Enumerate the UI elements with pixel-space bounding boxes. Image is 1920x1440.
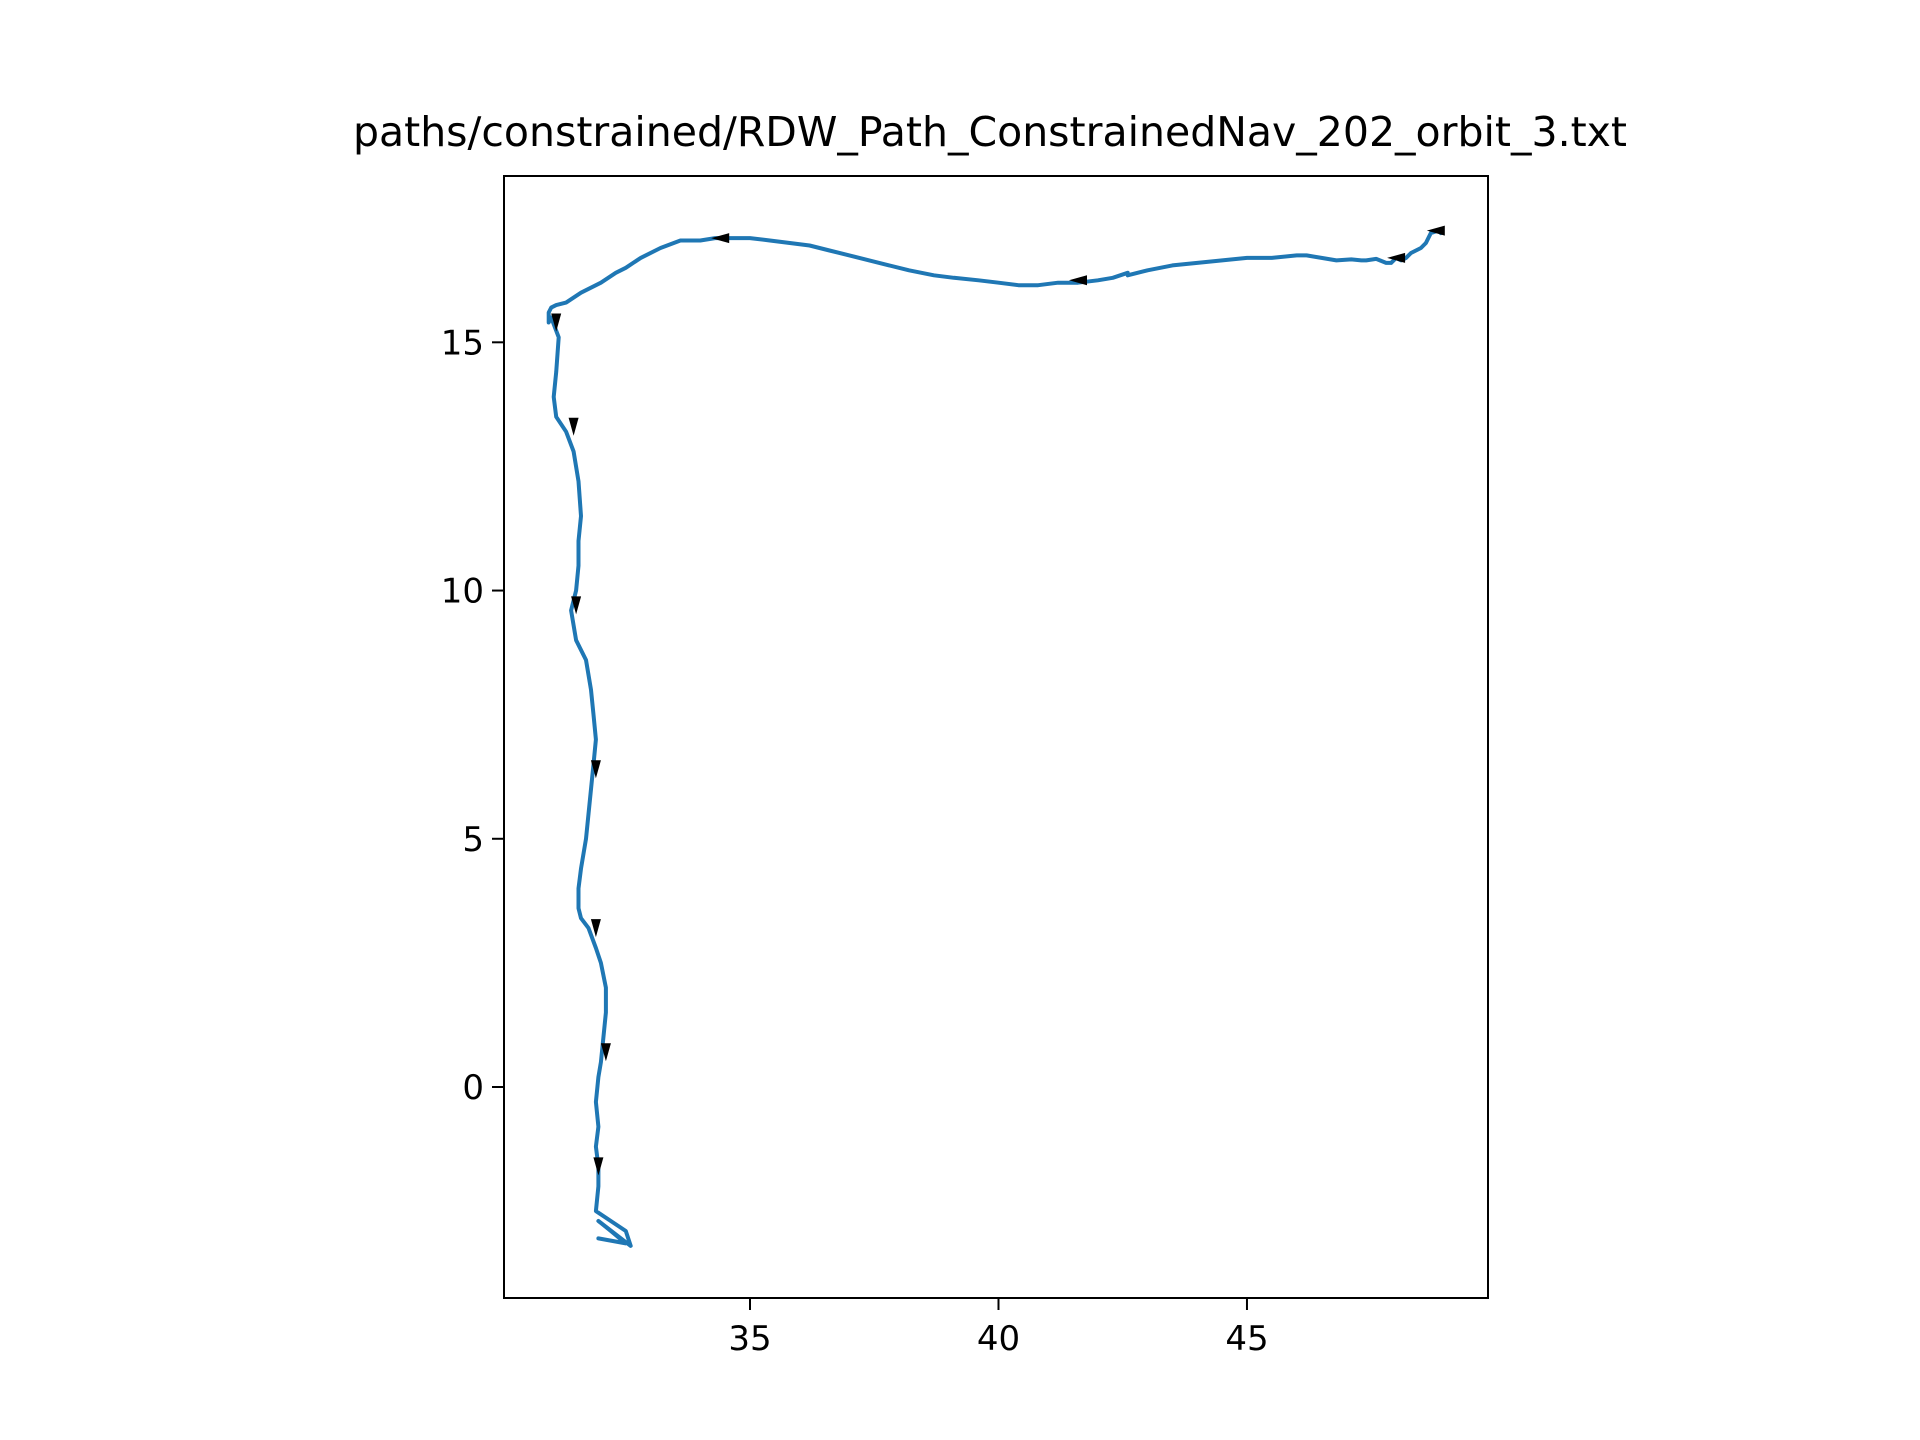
direction-arrow-7 (590, 760, 601, 779)
direction-arrow-0 (1426, 225, 1445, 236)
direction-arrow-4 (551, 313, 562, 332)
direction-arrow-3 (711, 233, 730, 244)
direction-arrow-2 (1069, 275, 1087, 286)
y-tick-label-0: 0 (462, 1068, 484, 1108)
direction-arrow-1 (1387, 252, 1406, 263)
axes-frame (503, 175, 1489, 1299)
chart-title: paths/constrained/RDW_Path_ConstrainedNa… (353, 108, 1627, 156)
axis-ticks: 35 40 45 0 5 10 15 (441, 323, 1269, 1359)
y-tick-label-1: 5 (462, 820, 484, 860)
direction-arrow-10 (593, 1157, 604, 1176)
direction-arrow-9 (600, 1043, 611, 1062)
y-tick-label-3: 15 (441, 323, 484, 363)
x-tick-label-2: 45 (1225, 1319, 1268, 1359)
direction-arrow-5 (568, 417, 579, 436)
direction-arrow-6 (571, 596, 582, 615)
x-tick-label-0: 35 (728, 1319, 771, 1359)
x-tick-label-1: 40 (977, 1319, 1020, 1359)
y-tick-label-2: 10 (441, 572, 484, 612)
plot-area (503, 175, 1489, 1299)
path-line-0 (546, 228, 1443, 1248)
direction-arrow-8 (590, 919, 601, 938)
